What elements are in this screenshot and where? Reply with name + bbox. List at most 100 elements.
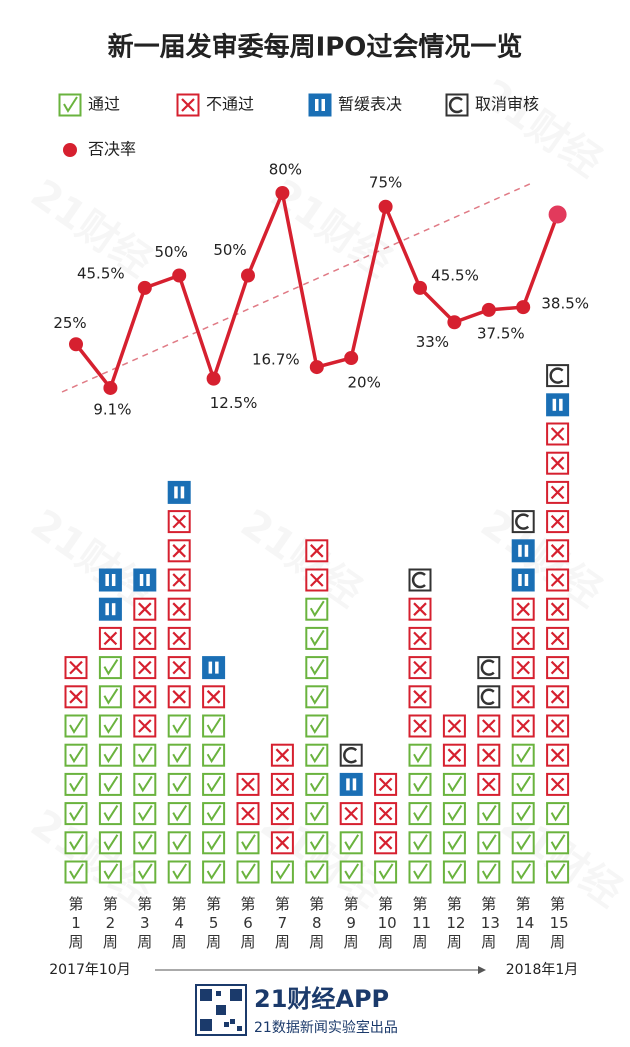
x-tick-label: 第12周 [446, 895, 466, 951]
trend-line [61, 182, 533, 393]
icon-cross [447, 719, 462, 733]
icon-box [98, 597, 122, 621]
unit-icon [546, 860, 570, 884]
unit-icon [167, 860, 191, 884]
icon-cross [550, 690, 565, 704]
value-label: 38.5% [541, 295, 589, 313]
unit-icon [477, 656, 501, 680]
icon-c [549, 367, 564, 384]
unit-icon [339, 743, 363, 767]
unit-icon [270, 743, 294, 767]
unit-icon [374, 860, 398, 884]
icon-check [550, 805, 566, 822]
unit-icon [98, 831, 122, 855]
unit-icon [408, 685, 432, 709]
legend-dot [63, 143, 77, 157]
unit-icon [202, 714, 226, 738]
icon-cross [172, 690, 186, 704]
icon-check [413, 805, 428, 822]
unit-icon [408, 772, 432, 796]
icon-cross [516, 660, 530, 675]
legend-label: 通过 [88, 95, 120, 114]
unit-icon [133, 568, 157, 592]
unit-icon [511, 743, 535, 767]
unit-icon [98, 743, 122, 767]
unit-icon [546, 539, 570, 563]
unit-icon [167, 831, 191, 855]
x-tick-label: 第15周 [549, 895, 569, 951]
unit-icon [64, 656, 88, 680]
value-label: 25% [53, 314, 86, 332]
rate-point [137, 280, 152, 295]
value-label: 20% [348, 374, 381, 392]
unit-icon [236, 860, 260, 884]
arrow-head [478, 966, 486, 974]
icon-check [172, 775, 188, 793]
icon-box [339, 772, 363, 796]
icon-c [343, 747, 358, 764]
unit-icon [374, 772, 398, 796]
icon-cross [516, 719, 530, 733]
unit-icon [546, 714, 570, 738]
icon-check [413, 775, 428, 793]
icon-check [413, 834, 428, 851]
icon-bar [518, 544, 522, 557]
unit-icon [236, 772, 260, 796]
icon-cross [172, 544, 186, 558]
icon-cross [550, 456, 565, 470]
icon-check [309, 805, 325, 822]
icon-cross [516, 631, 530, 646]
icon-check [481, 834, 497, 851]
icon-check [241, 863, 256, 880]
end-date: 2018年1月 [506, 962, 579, 978]
unit-icon [546, 626, 570, 650]
x-tick-label: 第14周 [515, 895, 535, 951]
unit-icon [511, 539, 535, 563]
rate-point [103, 380, 118, 395]
icon-check [481, 863, 497, 880]
icon-cross [378, 777, 393, 792]
icon-c [515, 513, 530, 530]
unit-icon [477, 714, 501, 738]
icon-check [447, 834, 463, 851]
icon-check [206, 834, 222, 851]
icon-check [172, 805, 188, 822]
icon-check [206, 863, 222, 880]
rate-point [344, 351, 359, 365]
unit-icon [236, 802, 260, 826]
unit-icon [133, 656, 157, 680]
x-tick-label: 第6周 [240, 895, 256, 951]
icon-cross [413, 631, 427, 646]
rate-point [378, 199, 393, 214]
icon-check [69, 805, 84, 822]
unit-icon [442, 743, 466, 767]
icon-check [413, 746, 428, 764]
unit-icon [305, 831, 329, 855]
unit-icon [133, 597, 157, 621]
icon-check [206, 717, 222, 734]
x-tick-label: 第9周 [343, 895, 359, 951]
icon-bar [321, 99, 325, 111]
icon-check [63, 96, 78, 113]
icon-bar [105, 603, 109, 616]
unit-icon [408, 743, 432, 767]
unit-icon [339, 831, 363, 855]
unit-icon [511, 656, 535, 680]
rate-point [69, 337, 83, 352]
unit-icon [408, 802, 432, 826]
icon-check [103, 746, 119, 764]
icon-check [275, 863, 291, 880]
unit-icon [442, 714, 466, 738]
unit-icon [477, 860, 501, 884]
icon-check [137, 863, 153, 880]
icon-bar [139, 574, 144, 586]
icon-cross [550, 544, 565, 558]
icon-cross [550, 748, 565, 762]
icon-check [309, 834, 325, 851]
icon-cross [482, 719, 496, 733]
legend-label: 不通过 [206, 95, 254, 114]
unit-icon [305, 539, 329, 563]
icon-cross [378, 836, 393, 850]
legend-label: 取消审核 [475, 95, 539, 114]
icon-bar [111, 603, 116, 616]
